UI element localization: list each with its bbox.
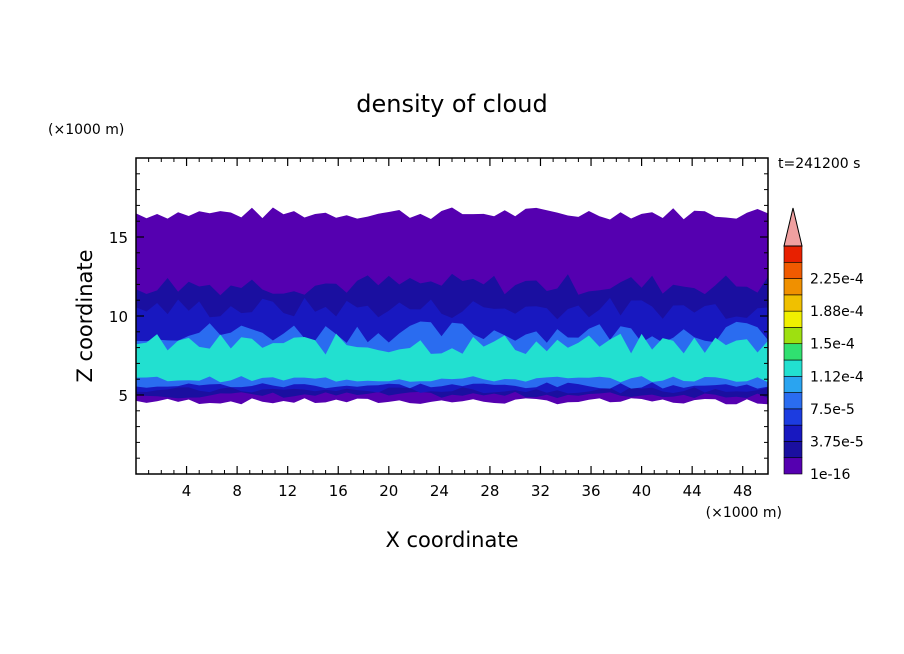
colorbar-swatch [783, 343, 803, 361]
x-tick-label: 40 [632, 482, 651, 500]
x-unit-label: (×1000 m) [706, 505, 782, 521]
colorbar-label: 1.88e-4 [810, 304, 864, 320]
colorbar-swatch [783, 408, 803, 426]
colorbar-swatch [783, 245, 803, 263]
x-tick-label: 8 [232, 482, 242, 500]
time-label: t=241200 s [778, 156, 860, 172]
colorbar: 1e-16 3.75e-5 7.5e-5 1.12e-4 1.5e-4 1.88e-4 2.… [783, 207, 864, 483]
colorbar-label: 1.5e-4 [810, 337, 855, 353]
colorbar-label: 2.25e-4 [810, 272, 864, 288]
colorbar-swatch [783, 375, 803, 393]
colorbar-swatch [783, 359, 803, 377]
cloud-field [136, 207, 768, 405]
x-tick-label: 44 [683, 482, 702, 500]
x-axis: 4 8 12 16 20 24 28 32 36 40 44 48 [148, 158, 756, 500]
colorbar-swatch [783, 441, 803, 459]
colorbar-swatch [783, 278, 803, 296]
colorbar-swatch [783, 261, 803, 279]
cloud-layer-layer-max [136, 333, 768, 383]
colorbar-extend-arrow [783, 207, 803, 247]
x-axis-label: X coordinate [385, 528, 518, 552]
y-axis-label: Z coordinate [73, 249, 97, 382]
y-tick-label: 10 [109, 308, 128, 326]
x-tick-label: 36 [581, 482, 600, 500]
colorbar-label: 1e-16 [810, 467, 850, 483]
colorbar-label: 1.12e-4 [810, 369, 864, 385]
x-tick-label: 48 [733, 482, 752, 500]
colorbar-label: 7.5e-5 [810, 402, 855, 418]
x-tick-label: 12 [278, 482, 297, 500]
colorbar-label: 3.75e-5 [810, 434, 864, 450]
y-tick-label: 5 [118, 387, 128, 405]
y-tick-label: 15 [109, 229, 128, 247]
colorbar-swatch [783, 327, 803, 345]
colorbar-swatch [783, 392, 803, 410]
x-tick-label: 24 [430, 482, 449, 500]
colorbar-swatch [783, 294, 803, 312]
x-tick-label: 32 [531, 482, 550, 500]
chart-title: density of cloud [356, 90, 547, 118]
colorbar-swatch [783, 457, 803, 475]
x-tick-label: 20 [379, 482, 398, 500]
y-unit-label: (×1000 m) [48, 122, 124, 138]
colorbar-swatch [783, 310, 803, 328]
y-axis: 5 10 15 [109, 173, 768, 459]
x-tick-label: 28 [480, 482, 499, 500]
x-tick-label: 4 [182, 482, 192, 500]
colorbar-swatch [783, 424, 803, 442]
x-tick-label: 16 [329, 482, 348, 500]
